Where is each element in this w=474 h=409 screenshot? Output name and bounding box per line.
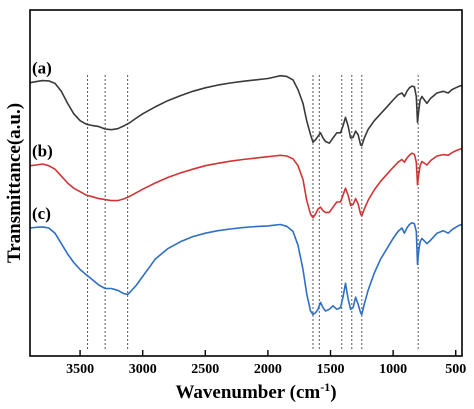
- x-axis-title-main: Wavenumber (cm: [175, 382, 320, 403]
- series-label-b: (b): [32, 142, 53, 161]
- series-label-c: (c): [32, 204, 51, 223]
- x-axis-title-sup: -1: [320, 380, 330, 394]
- x-tick-label-1000: 1000: [379, 362, 407, 377]
- x-tick-label-2000: 2000: [254, 362, 282, 377]
- x-axis-ticks: 3500 3000 2500 2000 1500 1000 500: [66, 350, 466, 377]
- reference-lines: [87, 75, 419, 350]
- x-tick-label-1500: 1500: [317, 362, 345, 377]
- x-tick-label-500: 500: [445, 362, 466, 377]
- series-label-a: (a): [32, 59, 52, 78]
- y-axis-title: Transmittance(a.u.): [4, 103, 25, 263]
- x-axis-title: Wavenumber (cm-1): [175, 380, 336, 403]
- series-labels: (a) (b) (c): [32, 59, 53, 223]
- series-line-c: [29, 222, 463, 316]
- x-tick-label-2500: 2500: [191, 362, 219, 377]
- series-line-b: [29, 147, 463, 219]
- x-axis-title-end: ): [330, 382, 336, 403]
- series-line-a: [29, 74, 463, 147]
- series-group: [29, 74, 463, 316]
- x-tick-label-3000: 3000: [129, 362, 157, 377]
- plot-frame: [29, 9, 463, 357]
- x-tick-label-3500: 3500: [66, 362, 94, 377]
